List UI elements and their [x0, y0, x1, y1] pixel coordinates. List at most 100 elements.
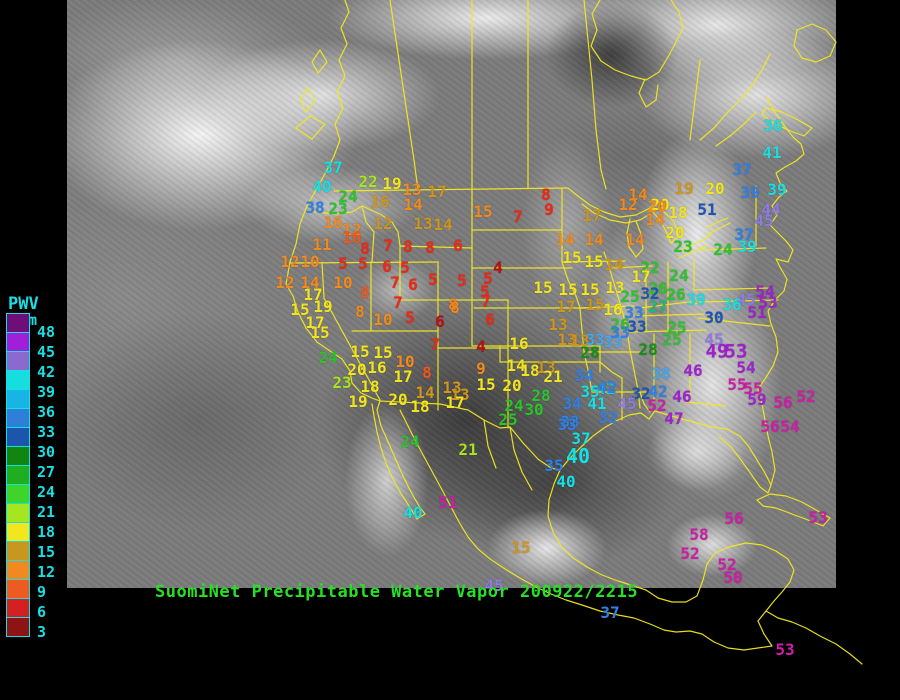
station-pwv-value: 15 — [562, 248, 582, 267]
station-pwv-value: 39 — [686, 290, 706, 309]
station-pwv-value: 16 — [603, 300, 623, 319]
station-pwv-value: 24 — [318, 348, 338, 367]
station-pwv-value: 20 — [705, 179, 725, 198]
station-pwv-value: 7 — [513, 207, 523, 226]
station-pwv-value: 8 — [360, 239, 370, 258]
station-pwv-value: 51 — [697, 200, 717, 219]
station-pwv-value: 12 — [618, 195, 638, 214]
colorbar-segment — [6, 332, 30, 352]
station-pwv-value: 33 — [610, 323, 630, 342]
station-pwv-value: 14 — [433, 215, 453, 234]
station-pwv-value: 24 — [504, 396, 524, 415]
state-border — [685, 401, 727, 407]
station-pwv-value: 30 — [704, 308, 724, 327]
station-pwv-value: 16 — [367, 358, 387, 377]
station-pwv-value: 15 — [580, 280, 600, 299]
station-pwv-value: 15 — [476, 375, 496, 394]
station-pwv-value: 8 — [541, 185, 551, 204]
station-pwv-value: 17 — [631, 267, 651, 286]
lake-huron — [649, 208, 680, 244]
station-pwv-value: 13 — [442, 378, 462, 397]
station-pwv-value: 28 — [531, 386, 551, 405]
station-pwv-value: 51 — [438, 493, 458, 512]
station-pwv-value: 4 — [493, 258, 503, 277]
station-pwv-value: 8 — [450, 298, 460, 317]
station-pwv-value: 15 — [533, 278, 553, 297]
station-pwv-value: 22 — [640, 258, 660, 277]
station-pwv-value: 6 — [408, 275, 418, 294]
station-pwv-value: 25 — [620, 287, 640, 306]
station-pwv-value: 7 — [393, 293, 403, 312]
station-pwv-value: 21 — [543, 367, 563, 386]
lake-ontario — [705, 217, 729, 229]
station-pwv-value: 56 — [773, 393, 793, 412]
station-pwv-value: 52 — [647, 396, 667, 415]
station-pwv-value: 6 — [435, 312, 445, 331]
station-pwv-value: 15 — [558, 280, 578, 299]
province-border — [689, 59, 701, 141]
station-pwv-value: 14 — [506, 356, 526, 375]
st-lawrence-south-shore — [715, 111, 757, 147]
station-pwv-value: 42 — [597, 378, 617, 397]
colorbar-label: 39 — [37, 383, 56, 401]
station-pwv-value: 25 — [667, 318, 687, 337]
james-bay — [638, 78, 659, 108]
satellite-infrared-image — [67, 0, 836, 588]
station-pwv-value: 17 — [556, 297, 576, 316]
state-border — [629, 329, 707, 333]
station-pwv-value: 10 — [373, 310, 393, 329]
station-pwv-value: 13 — [402, 180, 422, 199]
station-pwv-value: 14 — [604, 255, 624, 274]
station-pwv-value: 25 — [662, 330, 682, 349]
station-pwv-value: 14 — [584, 230, 604, 249]
station-pwv-value: 5 — [358, 254, 368, 273]
station-pwv-value: 19 — [348, 392, 368, 411]
colorbar-label: 33 — [37, 423, 56, 441]
station-pwv-value: 16 — [370, 192, 390, 211]
state-border — [633, 313, 705, 317]
station-pwv-value: 45 — [754, 211, 774, 230]
station-pwv-value: 15 — [585, 295, 605, 314]
station-pwv-value: 45 — [704, 330, 724, 349]
station-pwv-value: 39 — [740, 183, 760, 202]
station-pwv-value: 20 — [388, 390, 408, 409]
state-border — [561, 261, 581, 309]
station-pwv-value: 13 — [557, 330, 577, 349]
station-pwv-value: 4 — [476, 337, 486, 356]
us-mexico-border — [379, 400, 561, 471]
station-pwv-value: 24 — [338, 187, 358, 206]
station-pwv-value: 20 — [647, 197, 667, 216]
colorbar-segment — [6, 313, 30, 333]
station-pwv-value: 17 — [445, 393, 465, 412]
station-pwv-value: 46 — [683, 361, 703, 380]
vancouver-island — [295, 115, 326, 140]
station-pwv-value: 10 — [395, 352, 415, 371]
station-pwv-value: 41 — [762, 143, 782, 162]
station-pwv-value: 38 — [305, 198, 325, 217]
station-pwv-value: 12 — [342, 220, 362, 239]
station-pwv-value: 51 — [747, 303, 767, 322]
state-border — [579, 305, 635, 309]
station-pwv-value: 44 — [761, 200, 781, 219]
colorbar-segment — [6, 598, 30, 618]
lake-erie-south — [678, 244, 708, 259]
station-pwv-value: 6 — [485, 310, 495, 329]
province-border — [583, 0, 607, 190]
station-pwv-value: 40 — [312, 177, 332, 196]
lake-erie — [675, 233, 713, 253]
station-pwv-value: 54 — [780, 417, 800, 436]
station-pwv-value: 9 — [544, 200, 554, 219]
newfoundland — [793, 23, 837, 63]
station-pwv-value: 35 — [580, 382, 600, 401]
station-pwv-value: 8 — [448, 295, 458, 314]
station-pwv-value: 33 — [624, 303, 644, 322]
station-pwv-value: 11 — [312, 235, 332, 254]
colorbar-label: 18 — [37, 523, 56, 541]
station-pwv-value: 8 — [355, 302, 365, 321]
station-pwv-value: 6 — [382, 257, 392, 276]
station-pwv-value: 42 — [648, 382, 668, 401]
station-pwv-value: 16 — [323, 213, 343, 232]
bc-island — [311, 49, 328, 74]
province-border — [389, 0, 419, 191]
station-pwv-value: 52 — [717, 555, 737, 574]
